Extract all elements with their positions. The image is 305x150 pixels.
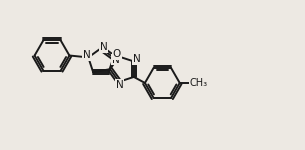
Text: N: N (112, 54, 120, 64)
Text: CH₃: CH₃ (190, 78, 208, 88)
Text: N: N (133, 54, 140, 64)
Text: N: N (116, 80, 124, 90)
Text: N: N (83, 50, 91, 60)
Text: O: O (113, 49, 121, 59)
Text: N: N (100, 42, 107, 52)
